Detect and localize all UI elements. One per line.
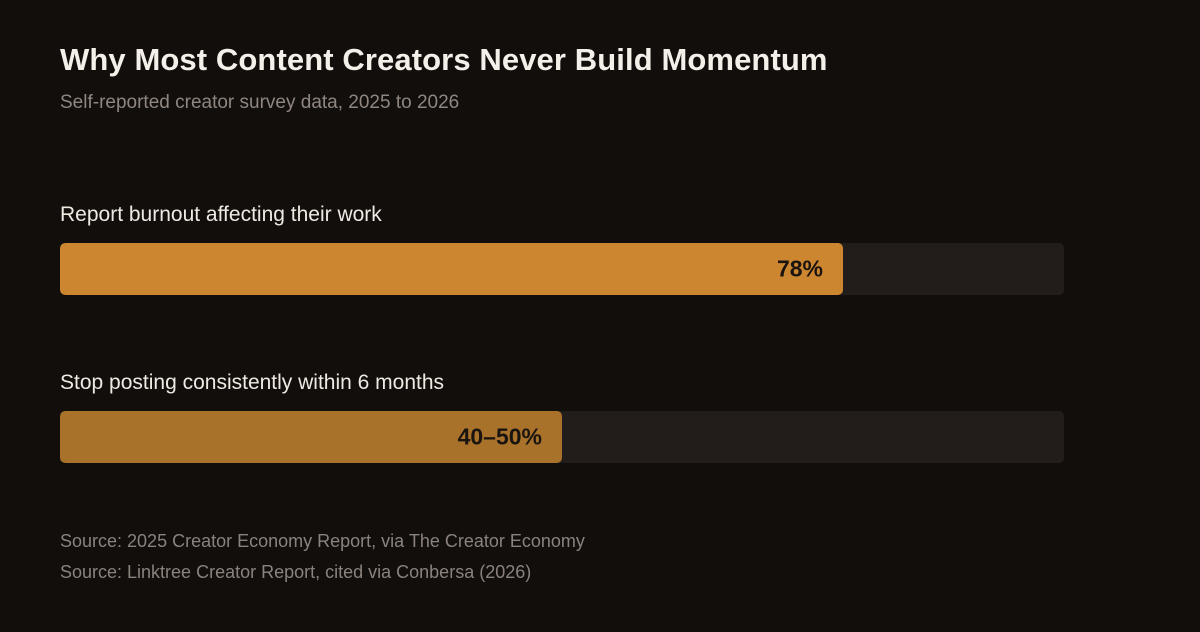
bar-fill: 40–50% xyxy=(60,411,562,463)
bar-value-label: 78% xyxy=(776,255,823,282)
chart-card: Why Most Content Creators Never Build Mo… xyxy=(60,0,1064,632)
source-line-2: Source: Linktree Creator Report, cited v… xyxy=(60,562,532,582)
source-line-1: Source: 2025 Creator Economy Report, via… xyxy=(60,531,585,551)
chart-subtitle: Self-reported creator survey data, 2025 … xyxy=(60,92,460,113)
chart-title: Why Most Content Creators Never Build Mo… xyxy=(60,42,828,77)
bar-row: Stop posting consistently within 6 month… xyxy=(60,371,1064,471)
bar-track: 78% xyxy=(60,243,1064,295)
source-notes: Source: 2025 Creator Economy Report, via… xyxy=(60,526,585,588)
bar-track: 40–50% xyxy=(60,411,1064,463)
bar-value-label: 40–50% xyxy=(457,423,542,450)
bar-category-label: Stop posting consistently within 6 month… xyxy=(60,371,445,394)
bar-category-label: Report burnout affecting their work xyxy=(60,203,382,226)
bar-row: Report burnout affecting their work 78% xyxy=(60,203,1064,303)
bar-fill: 78% xyxy=(60,243,843,295)
